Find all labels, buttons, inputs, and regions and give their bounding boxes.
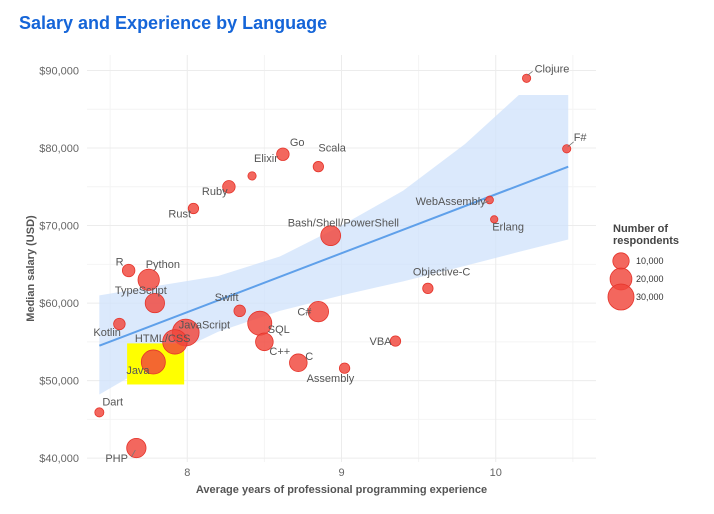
data-point: [94, 407, 105, 418]
legend-title: respondents: [613, 235, 679, 247]
x-tick-label: 9: [338, 467, 344, 479]
point-label: C++: [269, 346, 290, 358]
x-axis-title: Average years of professional programmin…: [196, 484, 487, 496]
y-tick-label: $60,000: [39, 298, 79, 310]
label-leader-line: [482, 200, 489, 205]
legend-entry-label: 10,000: [636, 256, 664, 266]
point-label: Assembly: [307, 373, 355, 385]
legend-entry-label: 20,000: [636, 274, 664, 284]
legend-swatch: [612, 252, 630, 270]
data-point: [247, 171, 257, 181]
data-point: [289, 353, 308, 372]
point-label: Swift: [215, 292, 239, 304]
data-point: [222, 180, 236, 194]
label-leader-line: [131, 449, 136, 458]
point-label: R: [116, 257, 124, 269]
point-label: VBA: [369, 336, 392, 348]
point-label: Bash/Shell/PowerShell: [288, 218, 399, 230]
point-labels-layer: Clojure F# Go Scala Elixir Ruby Rust WebAssembl…: [93, 63, 587, 465]
data-point: [121, 263, 136, 278]
data-point: [522, 73, 532, 83]
data-point: [490, 215, 499, 224]
point-label: Ruby: [202, 186, 228, 198]
point-label: TypeScript: [115, 285, 167, 297]
y-axis-title: Median salary (USD): [25, 215, 37, 322]
x-tick-label: 10: [490, 467, 502, 479]
point-label: Erlang: [492, 221, 524, 233]
point-label: Objective-C: [413, 266, 471, 278]
point-label: Java: [126, 365, 150, 377]
legend-swatch: [607, 283, 635, 311]
point-label: C#: [297, 307, 312, 319]
data-point: [307, 300, 329, 323]
y-tick-label: $90,000: [39, 66, 79, 78]
point-label: Python: [146, 259, 180, 271]
y-tick-label: $80,000: [39, 143, 79, 155]
y-tick-label: $40,000: [39, 453, 79, 465]
y-tick-label: $50,000: [39, 376, 79, 388]
point-label: Go: [290, 137, 305, 149]
point-label: Rust: [168, 208, 191, 220]
data-point: [422, 282, 434, 294]
point-label: Kotlin: [93, 327, 121, 339]
points-layer: [94, 73, 572, 459]
y-tick-label: $70,000: [39, 221, 79, 233]
data-point: [233, 304, 246, 318]
label-leader-line: [567, 141, 574, 148]
data-point: [187, 202, 200, 215]
data-point: [485, 195, 494, 205]
point-label: Elixir: [254, 153, 278, 165]
point-label: WebAssembly: [416, 196, 487, 208]
data-point: [140, 349, 166, 375]
legend-entry-label: 30,000: [636, 292, 664, 302]
legend-title: Number of: [613, 223, 668, 235]
data-point: [562, 144, 572, 154]
data-point: [276, 147, 290, 161]
data-point: [255, 332, 274, 352]
data-point: [144, 292, 165, 314]
x-tick-label: 8: [184, 467, 190, 479]
data-point: [162, 329, 188, 355]
point-label: Scala: [318, 143, 346, 155]
point-label: SQL: [268, 324, 290, 336]
point-label: HTML/CSS: [135, 333, 191, 345]
data-point: [126, 437, 147, 459]
chart-title: Salary and Experience by Language: [19, 13, 328, 33]
point-label: C: [305, 351, 313, 363]
axes-layer: $40,000 $50,000 $60,000 $70,000 $80,000 $90,0…: [25, 66, 502, 496]
data-point: [320, 225, 342, 246]
data-point: [137, 268, 160, 291]
data-point: [338, 362, 351, 374]
point-label: Dart: [102, 396, 123, 408]
point-label: JavaScript: [179, 320, 230, 332]
point-label: PHP: [105, 453, 128, 465]
point-label: F#: [574, 132, 588, 144]
data-point: [389, 335, 402, 347]
point-label: Clojure: [535, 63, 570, 75]
label-leader-line: [527, 70, 533, 76]
data-point: [312, 161, 324, 173]
data-point: [113, 317, 126, 331]
